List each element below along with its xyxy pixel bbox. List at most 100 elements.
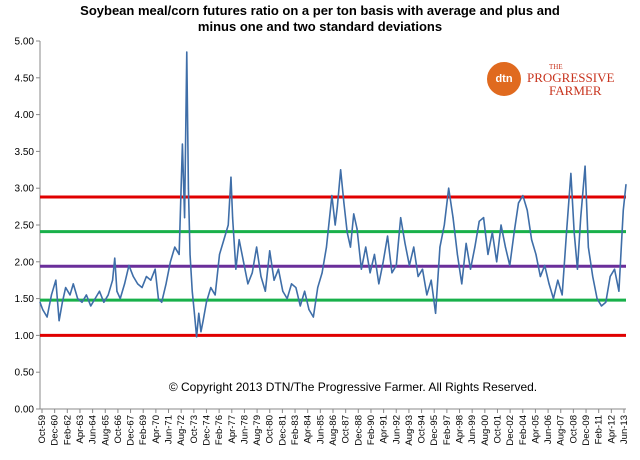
x-tick-label: Oct-01 bbox=[492, 415, 503, 444]
data-point bbox=[456, 253, 459, 256]
data-point bbox=[251, 272, 253, 274]
data-point bbox=[111, 279, 114, 281]
data-point bbox=[469, 268, 472, 270]
data-point bbox=[548, 283, 550, 285]
data-point bbox=[154, 268, 156, 270]
data-point bbox=[618, 290, 620, 292]
y-tick-label: 5.00 bbox=[15, 37, 35, 48]
x-tick-label: Dec-74 bbox=[201, 415, 212, 446]
data-point bbox=[539, 275, 541, 278]
data-point bbox=[50, 294, 53, 296]
data-point bbox=[119, 298, 121, 300]
data-point bbox=[448, 187, 450, 189]
data-point bbox=[98, 290, 101, 292]
data-point bbox=[107, 294, 109, 296]
data-point bbox=[587, 246, 589, 248]
x-tick-label: Dec-67 bbox=[126, 415, 137, 446]
data-point bbox=[58, 320, 60, 322]
x-tick-label: Jun-06 bbox=[543, 415, 554, 444]
data-point bbox=[85, 294, 87, 296]
data-point bbox=[625, 183, 627, 186]
data-point bbox=[189, 253, 191, 256]
data-point bbox=[613, 268, 616, 270]
data-point bbox=[413, 246, 415, 248]
x-tick-label: Jun-99 bbox=[467, 415, 478, 444]
data-point bbox=[496, 261, 498, 263]
data-point bbox=[605, 301, 607, 303]
data-point bbox=[391, 272, 393, 274]
data-point bbox=[312, 316, 314, 318]
x-tick-label: Feb-90 bbox=[366, 415, 377, 445]
x-tick-label: Aug-79 bbox=[252, 415, 263, 446]
data-point bbox=[202, 320, 204, 322]
data-point bbox=[235, 268, 237, 270]
data-point bbox=[434, 312, 437, 314]
data-point bbox=[90, 305, 92, 307]
x-axis-tick-labels: Oct-59 Dec-60 Feb-62 Apr-63 Jun-64 Aug-65 Oct-… bbox=[37, 415, 630, 446]
x-tick-label: Jun-85 bbox=[315, 415, 326, 444]
data-point bbox=[242, 261, 245, 263]
data-point bbox=[404, 242, 406, 244]
data-point bbox=[223, 239, 225, 241]
data-point bbox=[465, 242, 467, 244]
data-point bbox=[491, 231, 493, 233]
data-point bbox=[72, 283, 74, 285]
data-point bbox=[365, 246, 367, 248]
data-point bbox=[378, 283, 380, 285]
data-point bbox=[61, 301, 63, 303]
x-tick-label: Apr-91 bbox=[379, 415, 390, 444]
data-point bbox=[417, 275, 419, 278]
data-point bbox=[195, 336, 198, 338]
data-point bbox=[94, 298, 96, 300]
x-tick-label: Dec-02 bbox=[505, 415, 516, 446]
data-point bbox=[535, 253, 537, 256]
x-tick-label: Dec-88 bbox=[353, 415, 364, 446]
data-point bbox=[200, 331, 202, 333]
x-tick-label: Apr-77 bbox=[227, 415, 238, 444]
data-point bbox=[504, 246, 507, 248]
series-layer bbox=[39, 51, 627, 338]
data-point bbox=[174, 246, 176, 248]
x-tick-label: Aug-00 bbox=[480, 415, 491, 446]
data-point bbox=[295, 286, 297, 289]
data-point bbox=[600, 305, 603, 307]
data-point bbox=[570, 172, 572, 175]
x-tick-label: Aug-86 bbox=[328, 415, 339, 446]
x-tick-label: Oct-94 bbox=[417, 415, 428, 444]
data-point bbox=[114, 257, 116, 259]
data-point bbox=[232, 217, 234, 219]
data-point bbox=[452, 217, 454, 219]
data-point bbox=[487, 253, 489, 256]
logo-farmer: FARMER bbox=[549, 83, 602, 98]
x-tick-label: Dec-95 bbox=[429, 415, 440, 446]
data-point bbox=[474, 246, 476, 248]
data-point bbox=[308, 309, 310, 311]
data-point bbox=[46, 316, 48, 318]
x-tick-label: Feb-97 bbox=[442, 415, 453, 445]
data-point bbox=[509, 264, 511, 267]
data-point bbox=[421, 268, 424, 270]
y-tick-label: 2.50 bbox=[15, 221, 35, 232]
data-point bbox=[336, 206, 338, 208]
x-tick-label: Aug-07 bbox=[556, 415, 567, 446]
data-point bbox=[426, 294, 428, 296]
data-point bbox=[77, 298, 79, 300]
logo-progressive: PROGRESSIVE bbox=[527, 70, 615, 85]
data-point bbox=[382, 261, 384, 263]
data-point bbox=[161, 301, 163, 303]
data-point bbox=[210, 286, 212, 289]
data-point bbox=[123, 283, 126, 285]
data-point bbox=[191, 290, 193, 292]
y-tick-label: 0.00 bbox=[15, 405, 35, 416]
x-tick-label: Feb-69 bbox=[138, 415, 149, 445]
x-tick-label: Dec-60 bbox=[50, 415, 61, 446]
data-point bbox=[321, 272, 323, 274]
data-point bbox=[39, 301, 41, 303]
x-tick-label: Oct-66 bbox=[113, 415, 124, 444]
y-tick-label: 0.50 bbox=[15, 368, 35, 379]
copyright-notice: © Copyright 2013 DTN/The Progressive Far… bbox=[169, 380, 537, 394]
data-point bbox=[517, 202, 520, 204]
data-point bbox=[360, 268, 362, 270]
data-point bbox=[186, 51, 188, 53]
y-tick-label: 3.50 bbox=[15, 147, 35, 158]
